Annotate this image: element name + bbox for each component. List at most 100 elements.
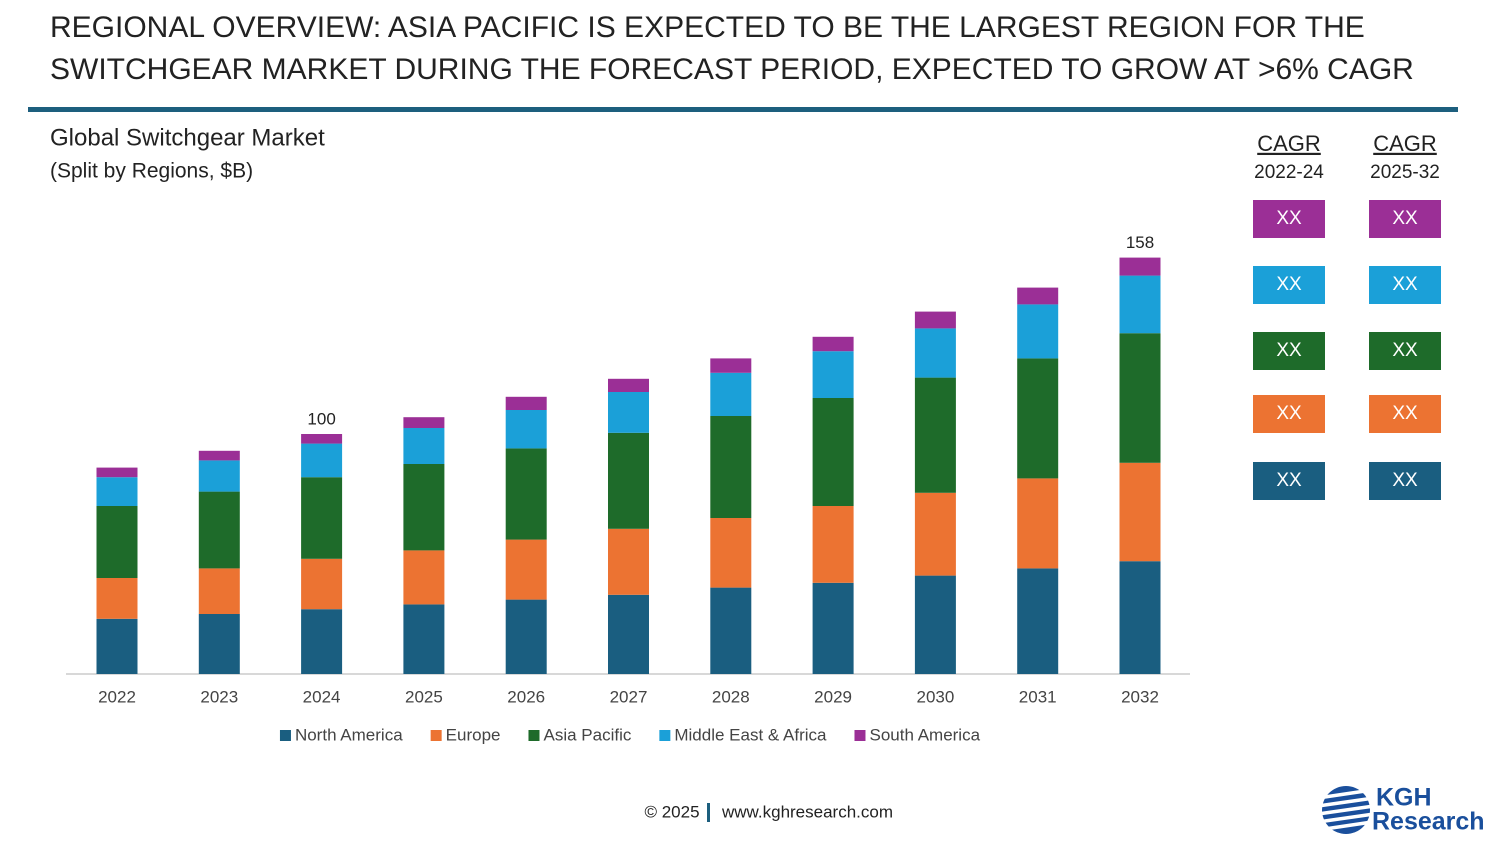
legend-label: South America — [869, 725, 980, 744]
x-tick-label: 2028 — [712, 687, 750, 706]
legend-swatch — [430, 730, 442, 741]
cagr-value: XX — [1392, 340, 1418, 361]
bar-segment — [710, 416, 752, 518]
legend-label: Asia Pacific — [543, 725, 631, 744]
bar-segment — [608, 432, 649, 529]
cagr-cell — [1253, 200, 1325, 238]
x-tick-label: 2032 — [1121, 687, 1159, 706]
logo-text: Research — [1372, 808, 1485, 836]
chart-title: Global Switchgear Market — [50, 124, 325, 151]
bar-segment — [710, 372, 752, 416]
copyright: © 2025 — [644, 802, 699, 821]
cagr-header: CAGR — [1257, 131, 1321, 156]
bar-segment — [1119, 275, 1161, 334]
bar-segment — [812, 582, 854, 674]
bar-segment — [710, 587, 752, 674]
cagr-value: XX — [1392, 403, 1418, 424]
bar-segment — [1119, 561, 1161, 674]
bar-segment — [710, 358, 752, 373]
header-title: SWITCHGEAR MARKET DURING THE FORECAST PE… — [50, 53, 1414, 86]
header-title: REGIONAL OVERVIEW: ASIA PACIFIC IS EXPEC… — [50, 11, 1365, 44]
cagr-cell — [1369, 332, 1441, 370]
bar-segment — [301, 609, 343, 674]
cagr-value: XX — [1392, 470, 1418, 491]
header-rule — [28, 107, 1458, 112]
cagr-value: XX — [1276, 274, 1302, 295]
cagr-cell — [1369, 266, 1441, 304]
bar-segment — [198, 450, 240, 461]
x-tick-label: 2026 — [507, 687, 545, 706]
bar-segment — [505, 448, 547, 540]
legend-label: North America — [295, 725, 403, 744]
legend-label: Europe — [446, 725, 501, 744]
bar-segment — [96, 618, 138, 674]
bar-segment — [1017, 304, 1059, 359]
cagr-cell — [1253, 462, 1325, 500]
logo-text: KGH — [1376, 784, 1432, 812]
chart-subtitle: (Split by Regions, $B) — [50, 160, 253, 183]
bar-segment — [301, 443, 343, 478]
bar-segment — [608, 392, 649, 433]
cagr-value: XX — [1392, 274, 1418, 295]
bar-segment — [96, 506, 138, 578]
bar-segment — [710, 518, 752, 588]
logo-icon — [1317, 786, 1375, 834]
bar-segment — [505, 396, 547, 410]
bar-segment — [301, 477, 343, 559]
bar-segment — [198, 568, 240, 614]
bar-segment — [96, 578, 138, 619]
cagr-cell — [1369, 462, 1441, 500]
cagr-value: XX — [1276, 340, 1302, 361]
bar-segment — [403, 464, 445, 551]
bar-segment — [812, 506, 854, 583]
cagr-value: XX — [1392, 208, 1418, 229]
legend-label: Middle East & Africa — [674, 725, 827, 744]
cagr-value: XX — [1276, 403, 1302, 424]
bar-segment — [505, 599, 547, 674]
bar-segment — [1017, 568, 1059, 674]
bar-segment — [914, 575, 956, 674]
cagr-cell — [1253, 332, 1325, 370]
x-tick-label: 2029 — [814, 687, 852, 706]
legend-swatch — [279, 730, 291, 741]
bar-segment — [608, 594, 649, 674]
legend-swatch — [528, 730, 540, 741]
bar-segment — [1017, 478, 1059, 569]
bar-segment — [96, 467, 138, 478]
x-tick-label: 2031 — [1019, 687, 1057, 706]
total-label: 158 — [1126, 233, 1154, 252]
bar-segment — [1119, 333, 1161, 463]
bar-segment — [301, 558, 343, 610]
x-tick-label: 2025 — [405, 687, 443, 706]
bar-segment — [198, 460, 240, 492]
cagr-period: 2025-32 — [1370, 162, 1440, 183]
bar-segment — [505, 539, 547, 600]
total-label: 100 — [307, 409, 335, 428]
bar-segment — [608, 378, 649, 392]
cagr-cell — [1253, 395, 1325, 433]
bar-segment — [1017, 358, 1059, 479]
bar-segment — [403, 604, 445, 674]
cagr-cell — [1369, 395, 1441, 433]
bar-segment — [1119, 462, 1161, 562]
bar-segment — [914, 377, 956, 493]
cagr-cell — [1253, 266, 1325, 304]
bar-segment — [812, 336, 854, 352]
legend-swatch — [854, 730, 866, 741]
legend-swatch — [659, 730, 671, 741]
x-tick-label: 2030 — [916, 687, 954, 706]
bar-segment — [403, 428, 445, 464]
bar-segment — [1017, 287, 1059, 305]
bar-segment — [914, 311, 956, 329]
bar-segment — [198, 614, 240, 674]
cagr-value: XX — [1276, 208, 1302, 229]
bar-segment — [403, 550, 445, 605]
cagr-period: 2022-24 — [1254, 162, 1324, 183]
bar-segment — [914, 328, 956, 378]
bar-segment — [403, 417, 445, 428]
bar-segment — [96, 477, 138, 506]
cagr-value: XX — [1276, 470, 1302, 491]
bar-segment — [608, 528, 649, 595]
x-tick-label: 2022 — [98, 687, 136, 706]
